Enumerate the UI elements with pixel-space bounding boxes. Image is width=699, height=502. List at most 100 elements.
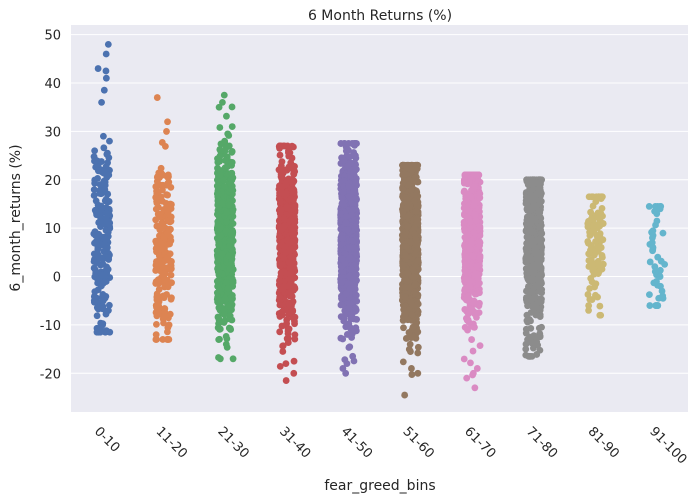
data-point (659, 294, 667, 302)
data-point (219, 199, 226, 207)
data-point (153, 199, 161, 207)
data-point (474, 262, 481, 270)
data-point (216, 152, 224, 160)
data-point (277, 269, 285, 277)
data-point (654, 302, 662, 309)
data-point (411, 251, 419, 258)
data-point (162, 142, 169, 150)
data-point (214, 263, 222, 271)
y-tick-label: 0 (53, 271, 61, 286)
data-point (277, 206, 285, 213)
data-point (532, 282, 540, 290)
data-point (227, 185, 235, 193)
y-tick-label: 10 (44, 222, 61, 237)
data-point (161, 305, 168, 312)
data-point (350, 357, 358, 365)
data-point (101, 186, 109, 193)
data-point (282, 377, 290, 384)
data-point (156, 251, 164, 259)
data-point (102, 204, 110, 212)
x-tick-label: 41-50 (338, 424, 375, 461)
data-point (157, 193, 165, 201)
data-point (289, 180, 296, 187)
data-point (527, 324, 535, 332)
data-point (534, 188, 542, 196)
data-point (290, 171, 298, 178)
data-point (152, 331, 160, 338)
data-point (214, 220, 222, 228)
data-point (585, 307, 592, 314)
x-axis-ticks: 0-10 11-20 21-30 31-40 41-50 51-60 61-70 71-80 8… (91, 424, 689, 467)
data-point (345, 322, 353, 330)
data-point (339, 235, 346, 242)
data-point (164, 328, 171, 336)
data-point (228, 316, 236, 324)
data-point (401, 391, 409, 399)
data-point (341, 312, 348, 320)
data-point (286, 259, 294, 267)
y-axis-label: 6_month_returns (%) (8, 144, 24, 291)
data-point (470, 229, 478, 236)
data-point (346, 253, 354, 261)
data-point (522, 265, 530, 273)
data-point (462, 190, 470, 198)
data-point (410, 197, 418, 205)
data-point (524, 235, 532, 243)
data-point (291, 284, 299, 292)
data-point (347, 159, 355, 167)
data-point (276, 151, 284, 159)
data-point (105, 307, 112, 314)
data-point (158, 245, 166, 253)
data-point (98, 166, 106, 174)
data-point (163, 128, 170, 135)
data-point (157, 164, 165, 172)
data-point (278, 308, 286, 316)
data-point (214, 257, 222, 265)
data-point (524, 302, 531, 310)
data-point (288, 186, 296, 194)
data-point (289, 314, 296, 321)
data-point (405, 211, 413, 219)
data-point (217, 232, 225, 240)
data-point (275, 296, 283, 304)
data-point (279, 342, 287, 350)
data-point (105, 301, 113, 309)
data-point (96, 253, 104, 261)
data-point (467, 359, 474, 367)
data-point (462, 253, 470, 261)
data-point (276, 260, 284, 267)
data-point (215, 268, 223, 276)
data-point (351, 152, 359, 160)
data-point (276, 233, 283, 240)
data-point (152, 216, 160, 224)
data-point (153, 173, 161, 181)
data-point (590, 269, 598, 276)
data-point (527, 220, 535, 227)
data-point (523, 317, 531, 325)
data-point (106, 137, 113, 145)
data-point (290, 357, 298, 365)
data-point (153, 321, 160, 328)
data-point (216, 157, 224, 165)
data-point (276, 328, 284, 336)
data-point (288, 216, 295, 224)
data-point (163, 291, 171, 298)
data-point (216, 146, 224, 153)
data-point (339, 335, 347, 343)
data-point (285, 282, 293, 290)
data-point (589, 222, 597, 230)
data-point (219, 99, 226, 106)
data-point (524, 253, 532, 261)
data-point (533, 311, 541, 319)
data-point (168, 201, 175, 208)
data-point (104, 159, 111, 167)
data-point (102, 50, 110, 58)
data-point (596, 222, 604, 230)
data-point (471, 183, 479, 191)
data-point (405, 329, 413, 336)
data-point (596, 311, 604, 319)
x-axis-label: fear_greed_bins (324, 478, 435, 494)
data-point (588, 296, 596, 303)
data-point (280, 215, 288, 223)
